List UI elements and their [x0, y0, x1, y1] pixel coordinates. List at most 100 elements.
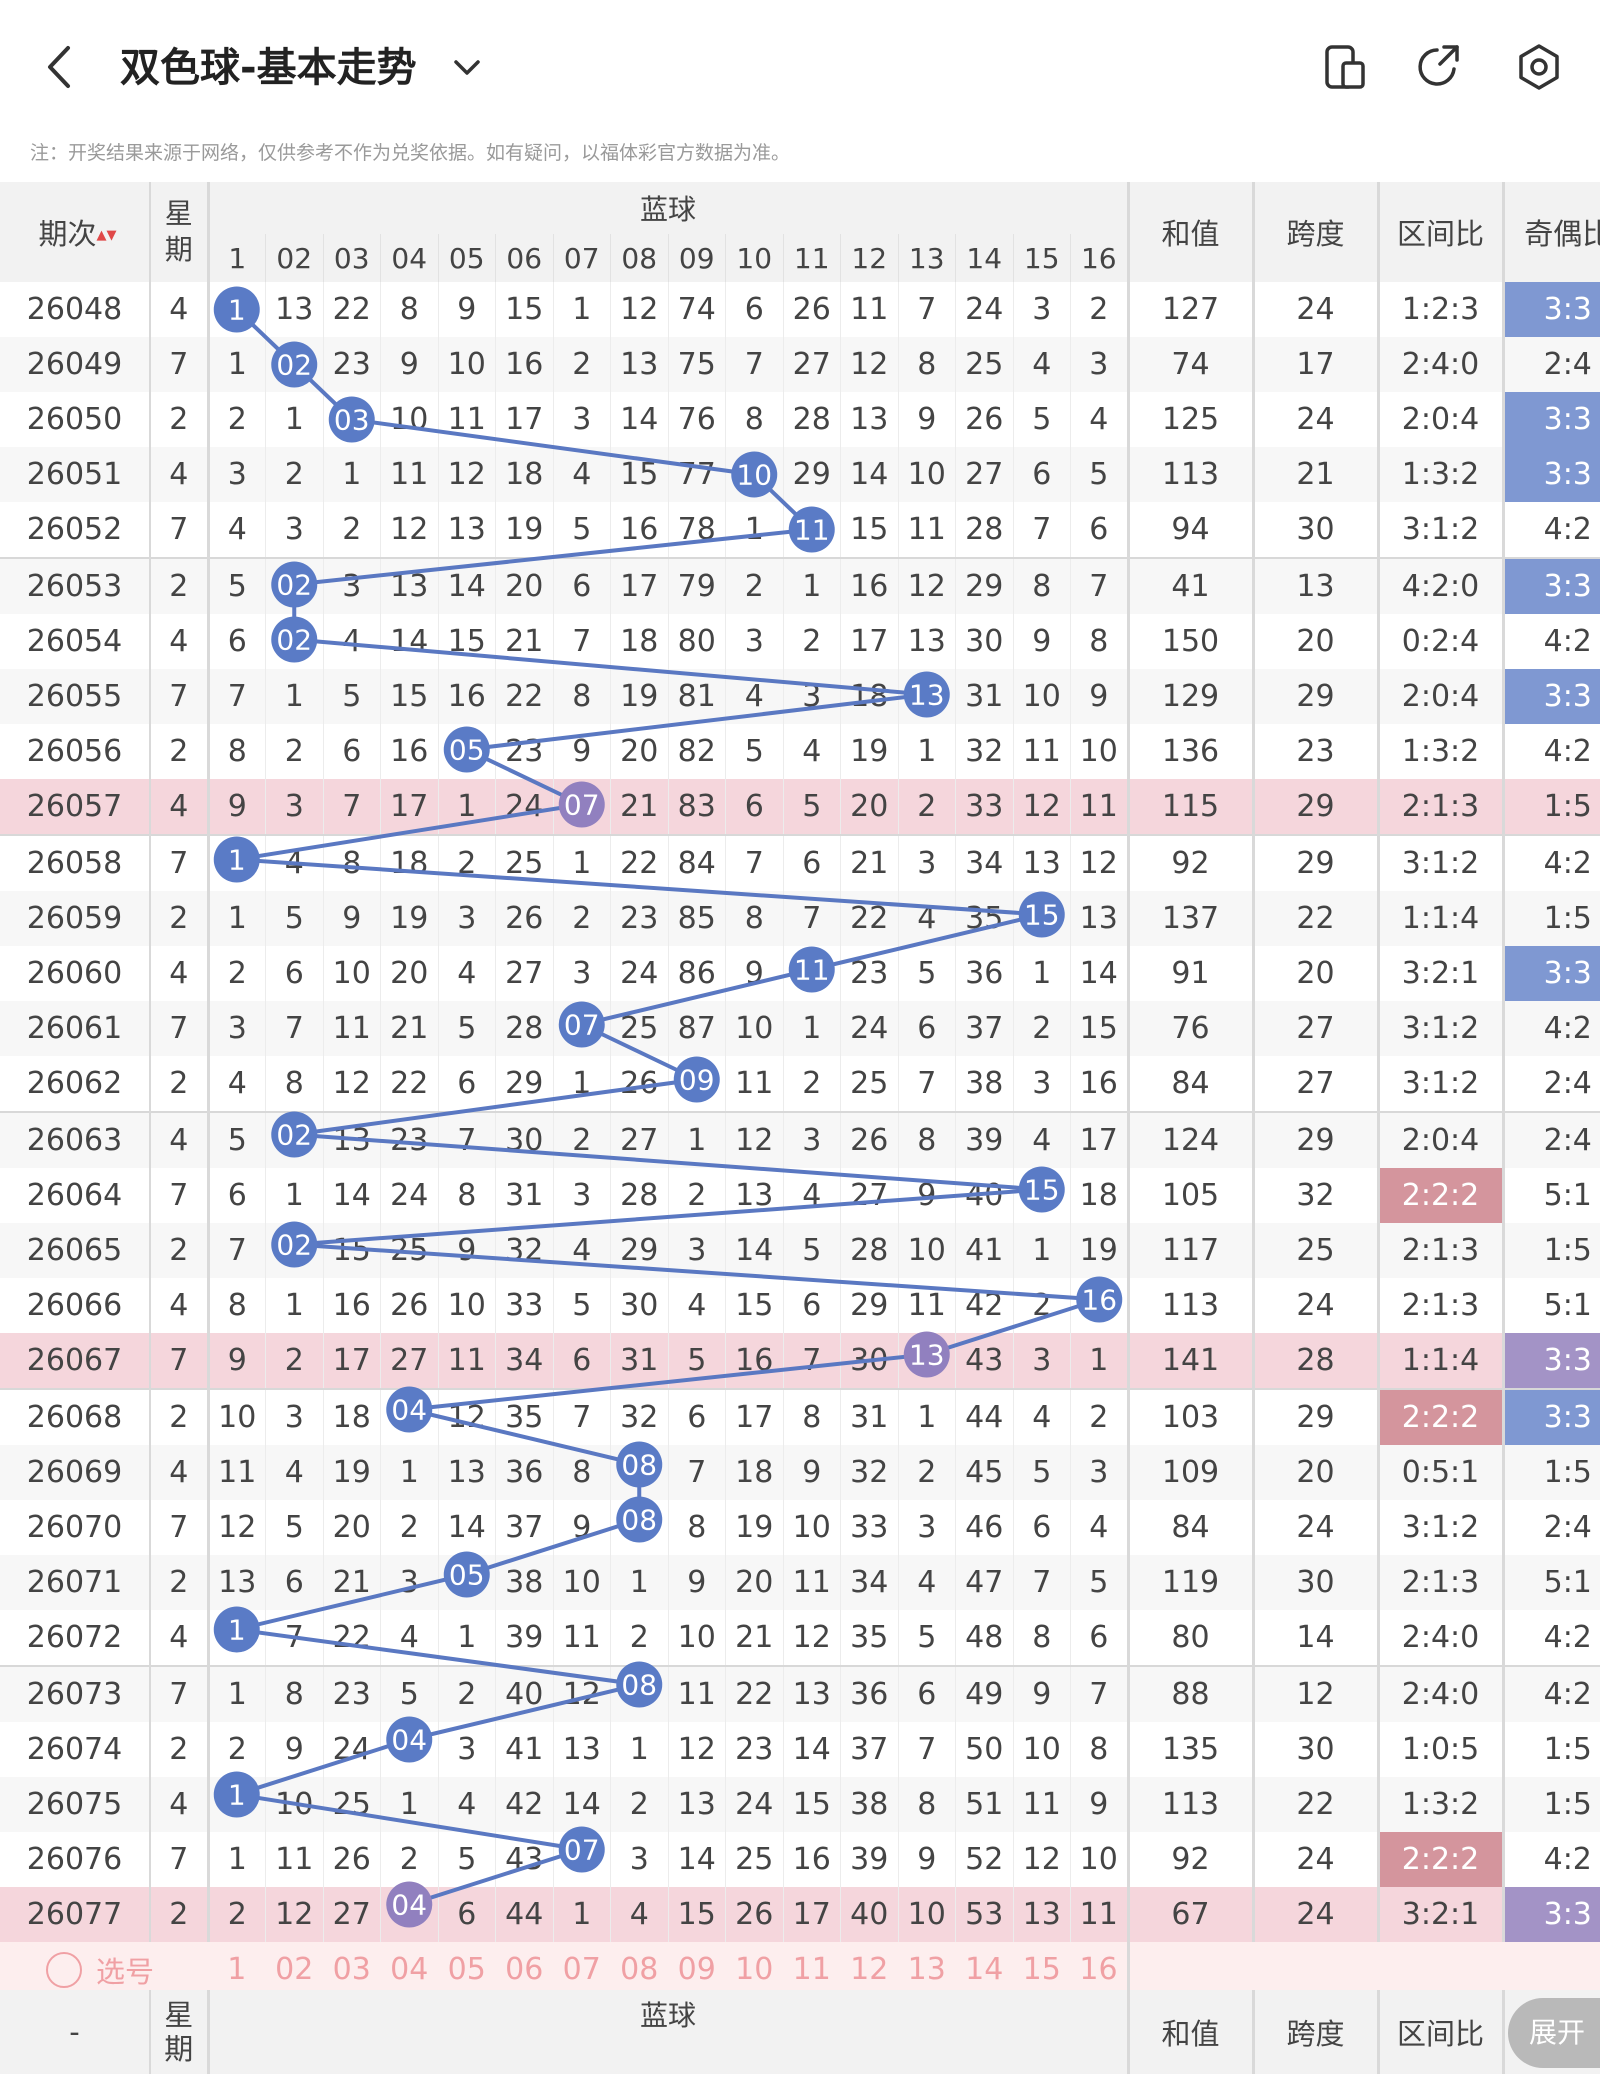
select-ball-16[interactable]: 16 — [1070, 1942, 1130, 1997]
span-cell: 27 — [1253, 1001, 1380, 1056]
miss-value-cell: 17 — [840, 614, 899, 669]
table-row[interactable]: 26052 7 4 3 2 12 13 19 5 16 78 1 15 11 28 7 6 94 30 3:1:2 4:… — [0, 502, 1600, 558]
select-ball-5[interactable]: 05 — [438, 1942, 496, 1997]
miss-value-cell — [553, 1001, 611, 1056]
table-row[interactable]: 26050 2 2 1 10 11 17 3 14 76 8 28 13 9 26 5 4 125 24 2:0:4 3… — [0, 392, 1600, 447]
blue-col-header-9: 09 — [668, 234, 726, 282]
miss-value-cell: 2 — [323, 502, 381, 558]
miss-value-cell: 27 — [380, 1333, 439, 1389]
table-row[interactable]: 26075 4 10 25 1 4 42 14 2 13 24 15 38 8 51 11 9 113 22 1:3:… — [0, 1777, 1600, 1832]
miss-value-cell: 12 — [438, 447, 496, 502]
miss-value-cell: 42 — [955, 1278, 1014, 1333]
back-arrow-icon[interactable] — [30, 36, 92, 98]
table-row[interactable]: 26063 4 5 13 23 7 30 2 27 1 12 3 26 8 39 4 17 124 29 2:0:4 2… — [0, 1111, 1600, 1168]
miss-value-cell: 7 — [1070, 1665, 1130, 1722]
miss-value-cell: 4 — [898, 891, 956, 946]
miss-value-cell: 12 — [610, 282, 669, 337]
miss-value-cell: 16 — [495, 337, 554, 392]
miss-value-cell: 8 — [1070, 614, 1130, 669]
miss-value-cell: 23 — [840, 946, 899, 1001]
select-ball-11[interactable]: 11 — [783, 1942, 841, 1997]
phone-layout-icon[interactable] — [1314, 36, 1376, 98]
miss-value-cell: 6 — [438, 1056, 496, 1112]
period-cell: 26076 — [0, 1832, 151, 1887]
chevron-down-icon[interactable] — [436, 36, 498, 98]
table-row[interactable]: 26061 7 3 7 11 21 5 28 25 87 10 1 24 6 37 2 15 76 27 3:1:2 4… — [0, 1001, 1600, 1056]
weekday-cell: 2 — [150, 724, 210, 779]
miss-value-cell: 85 — [668, 891, 726, 946]
radio-circle-icon[interactable] — [46, 1951, 82, 1988]
miss-value-cell: 22 — [380, 1056, 439, 1112]
select-ball-15[interactable]: 15 — [1013, 1942, 1071, 1997]
table-row[interactable]: 26071 2 13 6 21 3 38 10 1 9 20 11 34 4 47 7 5 119 30 2:1:3 5… — [0, 1555, 1600, 1610]
miss-value-cell: 28 — [495, 1001, 554, 1056]
table-row[interactable]: 26065 2 7 15 25 9 32 4 29 3 14 5 28 10 41 1 19 117 25 2:1:3… — [0, 1223, 1600, 1278]
table-row[interactable]: 26048 4 13 22 8 9 15 1 12 74 6 26 11 7 24 3 2 127 24 1:2:3 3… — [0, 282, 1600, 337]
table-row[interactable]: 26068 2 10 3 18 12 35 7 32 6 17 8 31 1 44 4 2 103 29 2:2:2 3… — [0, 1388, 1600, 1445]
page-title[interactable]: 双色球-基本走势 — [120, 45, 417, 91]
miss-value-cell: 23 — [725, 1722, 784, 1777]
table-row[interactable]: 26054 4 6 4 14 15 21 7 18 80 3 2 17 13 30 9 8 150 20 0:2:4 4… — [0, 614, 1600, 669]
table-row[interactable]: 26076 7 1 11 26 2 5 43 3 14 25 16 39 9 52 12 10 92 24 2:2:2… — [0, 1832, 1600, 1887]
miss-value-cell: 83 — [668, 779, 726, 835]
select-ball-7[interactable]: 07 — [553, 1942, 611, 1997]
table-row[interactable]: 26051 4 3 2 1 11 12 18 4 15 77 29 14 10 27 6 5 113 21 1:3:2… — [0, 447, 1600, 502]
select-ball-13[interactable]: 13 — [898, 1942, 956, 1997]
odd-even-header: 奇偶比 — [1503, 182, 1600, 282]
miss-value-cell: 8 — [1070, 1722, 1130, 1777]
sort-icon[interactable]: ▲▼ — [96, 228, 117, 243]
miss-value-cell: 2 — [898, 779, 956, 835]
miss-value-cell: 32 — [610, 1388, 669, 1445]
table-row[interactable]: 26077 2 2 12 27 6 44 1 4 15 26 17 40 10 53 13 11 67 24 3:2:… — [0, 1887, 1600, 1942]
miss-value-cell: 7 — [725, 337, 784, 392]
select-ball-9[interactable]: 09 — [668, 1942, 726, 1997]
table-row[interactable]: 26067 7 9 2 17 27 11 34 6 31 5 16 7 30 43 3 1 141 28 1:1:4 3… — [0, 1333, 1600, 1389]
miss-value-cell: 26 — [725, 1887, 784, 1942]
table-row[interactable]: 26073 7 1 8 23 5 2 40 12 11 22 13 36 6 49 9 7 88 12 2:4:0 4:… — [0, 1665, 1600, 1722]
expand-button[interactable]: 展开 — [1508, 1998, 1600, 2068]
select-ball-2[interactable]: 02 — [265, 1942, 323, 1997]
table-row[interactable]: 26053 2 5 3 13 14 20 6 17 79 2 1 16 12 29 8 7 41 13 4:2:0 3:… — [0, 557, 1600, 614]
table-row[interactable]: 26049 7 1 23 9 10 16 2 13 75 7 27 12 8 25 4 3 74 17 2:4:0 2:… — [0, 337, 1600, 392]
select-ball-10[interactable]: 10 — [725, 1942, 783, 1997]
weekday-cell: 7 — [150, 1500, 210, 1555]
table-row[interactable]: 26072 4 7 22 4 1 39 11 2 10 21 12 35 5 48 8 6 80 14 2:4:0 4:… — [0, 1610, 1600, 1666]
table-row[interactable]: 26074 2 2 9 24 3 41 13 1 12 23 14 37 7 50 10 8 135 30 1:0:5… — [0, 1722, 1600, 1777]
select-ball-4[interactable]: 04 — [380, 1942, 438, 1997]
miss-value-cell: 26 — [323, 1832, 381, 1887]
table-row[interactable]: 26058 7 4 8 18 2 25 1 22 84 7 6 21 3 34 13 12 92 29 3:1:2 4:… — [0, 834, 1600, 891]
zone-ratio-cell: 4:2:0 — [1378, 557, 1505, 614]
miss-value-cell: 14 — [380, 614, 439, 669]
table-row[interactable]: 26062 2 4 8 12 22 6 29 1 26 11 2 25 7 38 3 16 84 27 3:1:2 2:… — [0, 1056, 1600, 1112]
table-row[interactable]: 26069 4 11 4 19 1 13 36 8 7 18 9 32 2 45 5 3 109 20 0:5:1 1:… — [0, 1445, 1600, 1500]
table-row[interactable]: 26064 7 6 1 14 24 8 31 3 28 2 13 4 27 9 40 18 105 32 2:2:2 5… — [0, 1168, 1600, 1223]
odd-even-cell: 1:5 — [1503, 779, 1600, 835]
table-row[interactable]: 26066 4 8 1 16 26 10 33 5 30 4 15 6 29 11 42 2 113 24 2:1:3… — [0, 1278, 1600, 1333]
period-header[interactable]: 期次▲▼ — [0, 182, 151, 282]
miss-value-cell: 8 — [323, 834, 381, 891]
table-row[interactable]: 26060 4 2 6 10 20 4 27 3 24 86 9 23 5 36 1 14 91 20 3:2:1 3:… — [0, 946, 1600, 1001]
share-icon[interactable] — [1408, 36, 1470, 98]
select-row[interactable]: 选号 1 02 03 04 05 06 07 08 09 10 11 12 13 14 15 16 — [0, 1942, 1600, 1997]
miss-value-cell: 22 — [495, 669, 554, 724]
select-ball-14[interactable]: 14 — [955, 1942, 1013, 1997]
miss-value-cell: 30 — [955, 614, 1014, 669]
select-ball-3[interactable]: 03 — [323, 1942, 381, 1997]
miss-value-cell: 3 — [553, 392, 611, 447]
zone-ratio-cell: 1:1:4 — [1378, 891, 1505, 946]
table-row[interactable]: 26057 4 9 3 7 17 1 24 21 83 6 5 20 2 33 12 11 115 29 2:1:3 1… — [0, 779, 1600, 835]
odd-even-cell: 3:3 — [1503, 392, 1600, 447]
select-number-toggle[interactable]: 选号 — [0, 1942, 208, 1997]
table-row[interactable]: 26055 7 7 1 5 15 16 22 8 19 81 4 3 18 31 10 9 129 29 2:0:4 3… — [0, 669, 1600, 724]
select-ball-8[interactable]: 08 — [610, 1942, 668, 1997]
table-row[interactable]: 26059 2 1 5 9 19 3 26 2 23 85 8 7 22 4 35 13 137 22 1:1:4 1:… — [0, 891, 1600, 946]
select-ball-12[interactable]: 12 — [840, 1942, 898, 1997]
table-row[interactable]: 26056 2 8 2 6 16 23 9 20 82 5 4 19 1 32 11 10 136 23 1:3:2 4… — [0, 724, 1600, 779]
select-ball-6[interactable]: 06 — [495, 1942, 553, 1997]
span-cell: 25 — [1253, 1223, 1380, 1278]
zone-ratio-header: 区间比 — [1378, 182, 1505, 282]
table-row[interactable]: 26070 7 12 5 20 2 14 37 9 8 19 10 33 3 46 6 4 84 24 3:1:2 2:… — [0, 1500, 1600, 1555]
settings-gear-icon[interactable] — [1508, 36, 1570, 98]
zone-ratio-cell: 1:3:2 — [1378, 724, 1505, 779]
select-ball-1[interactable]: 1 — [208, 1942, 266, 1997]
